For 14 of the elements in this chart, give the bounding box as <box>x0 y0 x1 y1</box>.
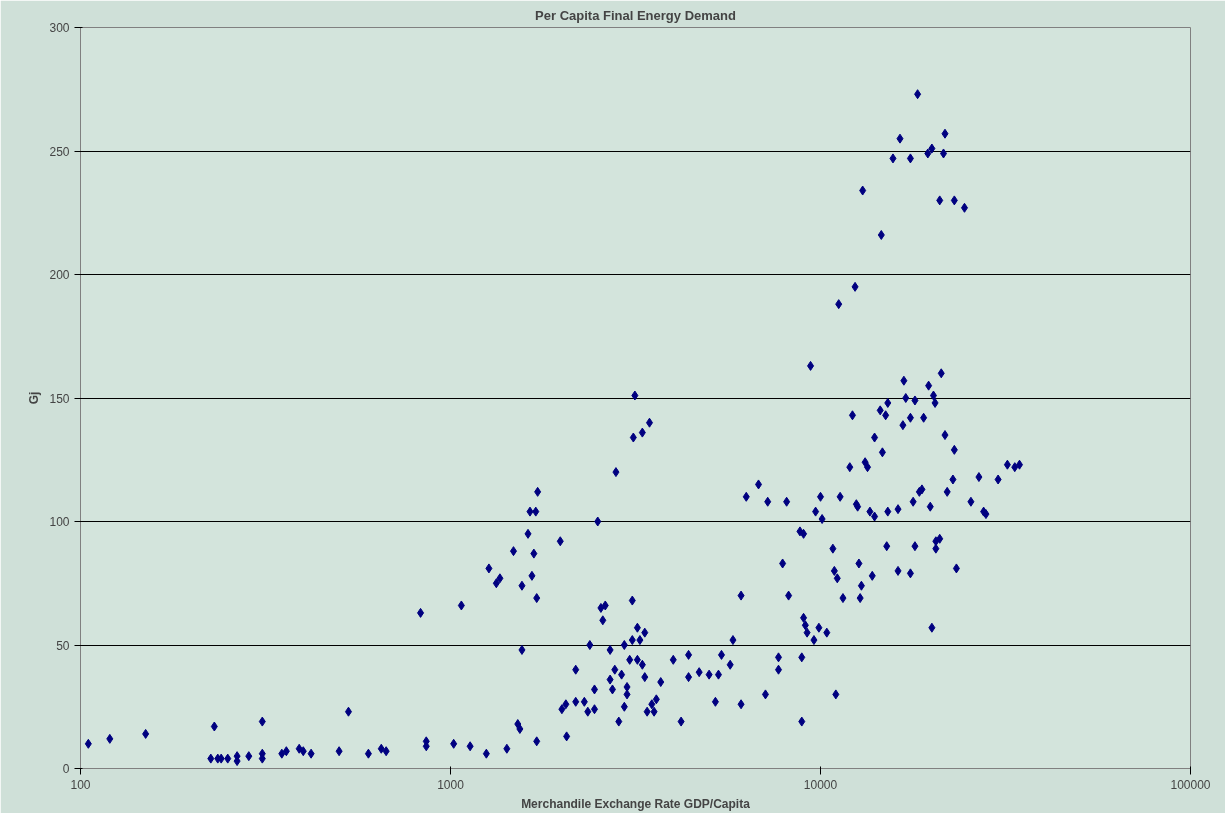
y-tick-label: 200 <box>49 268 70 282</box>
x-tick-label: 10000 <box>803 777 838 792</box>
y-tick-label: 150 <box>49 391 70 406</box>
y-tick-label: 0 <box>62 762 70 776</box>
y-axis-title: Gj <box>27 391 42 405</box>
y-tick-label: 50 <box>56 638 70 653</box>
x-tick-label: 1000 <box>437 777 465 792</box>
y-tick-label: 100 <box>49 515 70 529</box>
x-tick-label: 100000 <box>1170 777 1211 792</box>
y-tick-label: 300 <box>49 21 70 35</box>
chart-title: Per Capita Final Energy Demand <box>535 7 736 23</box>
x-tick-label: 100 <box>70 777 91 792</box>
x-axis-title: Merchandile Exchange Rate GDP/Capita <box>521 796 751 811</box>
y-tick-label: 250 <box>49 144 70 159</box>
